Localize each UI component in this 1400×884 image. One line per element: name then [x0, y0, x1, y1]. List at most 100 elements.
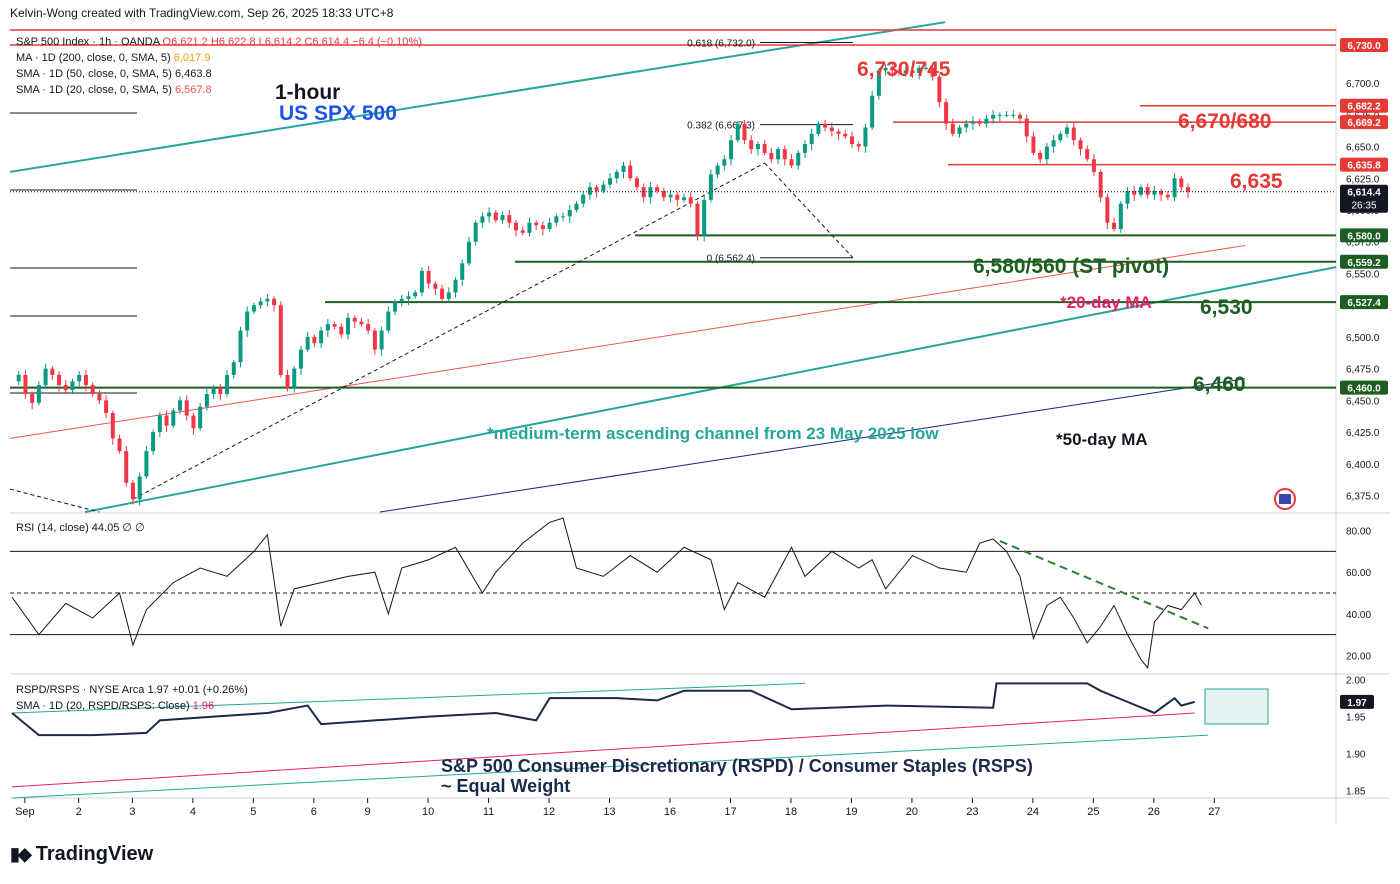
legend-ma-value: 6,463.8	[175, 68, 212, 80]
candle-body	[1024, 118, 1029, 137]
legend-ma-value: 6,567.8	[175, 84, 212, 96]
candle-body	[735, 123, 740, 141]
price-tick-label: 6,425.0	[1346, 428, 1380, 439]
level-price-tag	[1340, 295, 1388, 310]
ratio-tick-label: 1.85	[1346, 787, 1366, 798]
time-tick-label: 10	[422, 806, 434, 818]
candle-body	[245, 311, 250, 331]
candle-body	[312, 336, 317, 344]
candle-body	[897, 70, 902, 73]
legend-ohlc-value: O6,621.2	[159, 36, 207, 48]
time-tick-label: 17	[724, 806, 736, 818]
candle-body	[1186, 187, 1190, 192]
level-price-tag	[1340, 228, 1388, 243]
ratio-line	[11, 682, 1195, 737]
time-tick-label: 5	[250, 806, 256, 818]
candle-body	[729, 140, 734, 160]
candle-body	[856, 144, 861, 147]
level-price-tag	[1340, 98, 1388, 113]
ratio-caption-line1: S&P 500 Consumer Discretionary (RSPD) / …	[441, 756, 1033, 776]
candle-body	[977, 121, 982, 124]
candle-body	[238, 330, 243, 363]
time-tick-label: Sep	[15, 806, 35, 818]
ratio-legend-part: RSPD/RSPS · NYSE Arca	[16, 684, 147, 696]
price-tick-label: 6,550.0	[1346, 269, 1380, 280]
time-tick-label: 2	[76, 806, 82, 818]
candle-body	[298, 349, 303, 369]
legend-ohlc-value: H6,622.8	[208, 36, 256, 48]
ratio-channel-upper	[11, 682, 805, 714]
candle-body	[776, 149, 781, 160]
ratio-tick-label: 1.90	[1346, 750, 1366, 761]
candle-body	[984, 118, 989, 124]
candle-body	[782, 149, 787, 160]
candle-body	[124, 451, 129, 483]
candle-body	[749, 140, 754, 150]
chart-title-instrument: US SPX 500	[279, 102, 397, 125]
time-tick-label: 18	[785, 806, 797, 818]
price-tick-label: 6,650.0	[1346, 143, 1380, 154]
candle-body	[1038, 152, 1043, 160]
candle-body	[1078, 140, 1083, 150]
level-price-tag	[1340, 115, 1388, 130]
candle-body	[789, 159, 794, 166]
level-price-tag	[1340, 254, 1388, 269]
candle-body	[655, 187, 660, 191]
candle-body	[285, 374, 290, 388]
candle-body	[97, 393, 102, 401]
candle-body	[359, 321, 364, 325]
candle-body	[352, 317, 357, 322]
annotation-ma20: *20-day MA	[1060, 293, 1152, 312]
candle-body	[413, 292, 418, 297]
ratio-price-tag	[1340, 694, 1374, 709]
candle-body	[164, 415, 169, 426]
candle-body	[695, 203, 700, 236]
candle-body	[890, 67, 895, 71]
ratio-sma-line	[11, 712, 1195, 788]
candle-body	[272, 298, 277, 306]
candle-body	[130, 482, 135, 500]
candle-body	[520, 230, 525, 233]
candle-body	[816, 123, 821, 134]
candle-body	[1138, 187, 1143, 195]
level-price-label: 6,635.8	[1347, 161, 1381, 172]
time-tick-label: 13	[603, 806, 615, 818]
level-price-tag	[1340, 380, 1388, 395]
ratio-sma-legend: SMA · 1D (20, RSPD/RSPS: Close) 1.96	[16, 700, 214, 712]
annotation-support-2: 6,530	[1200, 296, 1253, 319]
candle-body	[944, 102, 949, 124]
candle-body	[601, 184, 606, 191]
time-tick-label: 24	[1027, 806, 1039, 818]
annotation-channel: *medium-term ascending channel from 23 M…	[487, 424, 939, 443]
candle-body	[104, 400, 109, 414]
ratio-legend-part: +0.01 (+0.26%)	[172, 684, 248, 696]
candle-body	[393, 301, 398, 312]
countdown-label: 26:35	[1351, 201, 1376, 212]
ratio-caption-line2: ~ Equal Weight	[441, 776, 570, 796]
price-tick-label: 6,700.0	[1346, 79, 1380, 90]
tradingview-brand[interactable]: ▮◆ TradingView	[10, 843, 153, 866]
candle-body	[63, 385, 68, 391]
time-tick-label: 6	[311, 806, 317, 818]
candle-body	[1172, 178, 1177, 198]
candle-body	[372, 330, 377, 350]
candle-body	[964, 123, 969, 128]
ratio-tick-label: 2.00	[1346, 676, 1366, 687]
candle-body	[621, 165, 626, 172]
candle-body	[1132, 190, 1137, 195]
candle-body	[675, 194, 680, 200]
annotation-support-3: 6,460	[1193, 373, 1246, 396]
candle-body	[466, 241, 471, 264]
candle-body	[473, 222, 478, 242]
candle-body	[198, 406, 203, 429]
candle-body	[1044, 146, 1049, 160]
candle-body	[796, 152, 801, 166]
candle-body	[117, 438, 122, 452]
candle-body	[1125, 190, 1130, 204]
time-tick-label: 4	[190, 806, 196, 818]
price-tick-label: 6,500.0	[1346, 333, 1380, 344]
level-price-label: 6,559.2	[1347, 258, 1381, 269]
ratio-sma-legend-part: SMA · 1D (20, RSPD/RSPS: Close)	[16, 700, 193, 712]
candle-body	[850, 136, 854, 145]
